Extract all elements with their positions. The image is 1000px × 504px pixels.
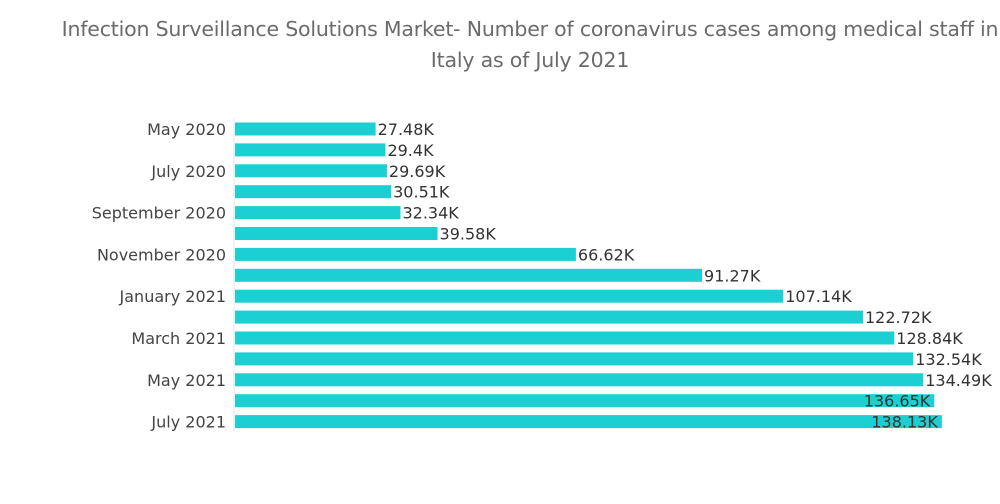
bar-may-2021 (235, 373, 924, 387)
data-label: 128.84K (896, 329, 963, 348)
data-label: 91.27K (704, 266, 761, 285)
bar-november-2020 (235, 247, 576, 261)
y-tick-label: January 2021 (119, 287, 226, 306)
data-label: 30.51K (393, 183, 450, 202)
bar-january-2021 (235, 289, 784, 303)
bar-october-2020 (235, 227, 438, 240)
data-label: 29.4K (387, 141, 434, 160)
bar-march-2021 (235, 331, 895, 345)
y-tick-label: September 2020 (92, 204, 226, 223)
y-tick-label: July 2020 (150, 162, 226, 181)
y-tick-label: May 2021 (147, 371, 226, 390)
data-label: 29.69K (389, 162, 446, 181)
bar-june-2021 (235, 394, 935, 408)
y-tick-label: November 2020 (97, 245, 226, 264)
bar-july-2020 (235, 164, 387, 178)
y-tick-label: July 2021 (150, 413, 226, 432)
bar-may-2020 (235, 122, 376, 136)
y-tick-label: May 2020 (147, 120, 226, 139)
chart-title: Infection Surveillance Solutions Market-… (61, 17, 999, 72)
y-tick-label: March 2021 (131, 329, 226, 348)
data-label: 136.65K (864, 392, 931, 411)
data-label: 134.49K (925, 371, 992, 390)
data-label: 138.13K (871, 413, 938, 432)
bar-july-2021 (235, 415, 942, 429)
bar-december-2020 (235, 268, 703, 282)
data-label: 32.34K (402, 204, 459, 223)
bar-august-2020 (235, 185, 392, 199)
data-label: 27.48K (378, 120, 435, 139)
data-label: 122.72K (865, 308, 932, 327)
data-label: 39.58K (440, 225, 497, 244)
bar-september-2020 (235, 206, 401, 220)
bar-june-2020 (235, 143, 386, 157)
bar-april-2021 (235, 352, 914, 366)
data-label: 132.54K (915, 350, 982, 369)
data-label: 107.14K (785, 287, 852, 306)
bar-february-2021 (235, 310, 863, 324)
data-label: 66.62K (578, 245, 635, 264)
